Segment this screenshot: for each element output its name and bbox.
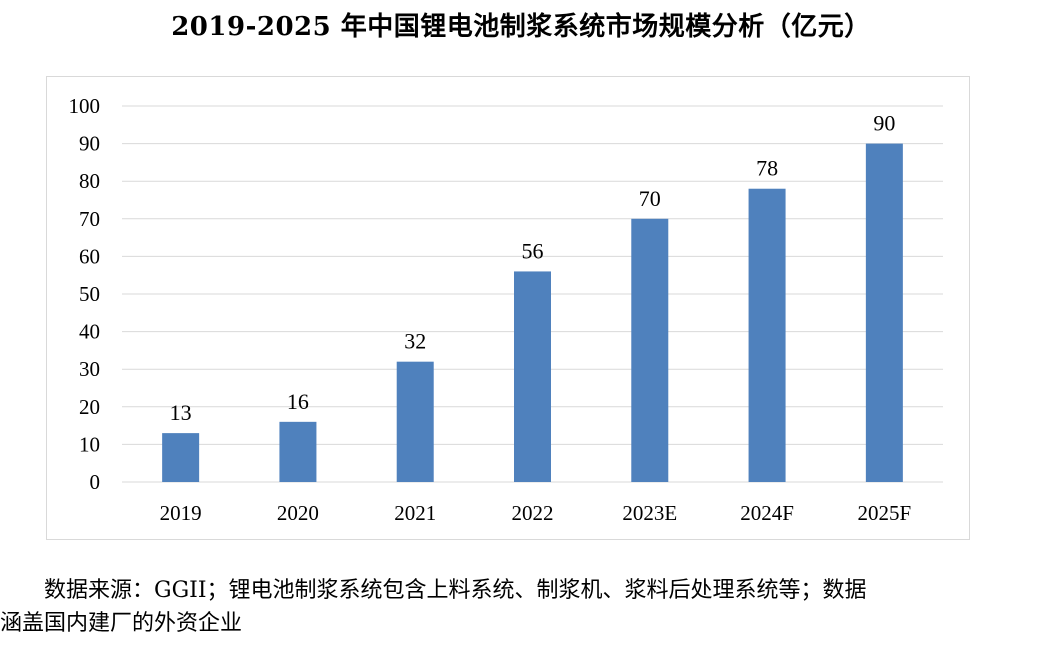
y-tick-label: 100 <box>69 94 101 118</box>
y-axis-ticks: 0 10 20 30 40 50 60 70 80 90 100 <box>69 94 101 494</box>
x-tick-label: 2024F <box>740 501 794 525</box>
data-label: 56 <box>522 238 544 263</box>
source-footnote: 数据来源：GGII；锂电池制浆系统包含上料系统、制浆机、浆料后处理系统等；数据 … <box>0 574 1042 640</box>
bar-2022 <box>514 271 551 482</box>
y-tick-label: 50 <box>79 282 100 306</box>
bar-2021 <box>396 361 434 482</box>
data-labels: 13 16 32 56 70 78 90 <box>170 111 896 426</box>
x-tick-label: 2022 <box>512 501 554 525</box>
bar-2023E <box>631 218 669 483</box>
x-tick-label: 2021 <box>394 501 436 525</box>
x-tick-label: 2020 <box>277 501 319 525</box>
y-tick-label: 60 <box>79 244 100 268</box>
footnote-line-2: 涵盖国内建厂的外资企业 <box>0 611 243 636</box>
y-tick-label: 10 <box>79 432 100 456</box>
y-tick-label: 0 <box>90 470 101 494</box>
y-tick-label: 70 <box>79 207 100 231</box>
bars <box>162 143 903 483</box>
y-tick-label: 20 <box>79 395 100 419</box>
data-label: 78 <box>756 156 778 181</box>
x-tick-label: 2023E <box>622 501 677 525</box>
chart-title: 2019-2025 年中国锂电池制浆系统市场规模分析（亿元） <box>171 12 871 42</box>
footnote-line-1: 数据来源：GGII；锂电池制浆系统包含上料系统、制浆机、浆料后处理系统等；数据 <box>44 578 867 603</box>
y-tick-label: 30 <box>79 357 100 381</box>
bar-2019 <box>162 433 200 482</box>
data-label: 13 <box>170 400 192 425</box>
data-label: 32 <box>404 329 426 354</box>
chart-frame <box>46 76 970 540</box>
x-tick-label: 2025F <box>858 501 912 525</box>
gridlines <box>122 105 943 483</box>
bar-2025F <box>865 143 903 482</box>
data-label: 90 <box>873 111 895 136</box>
data-label: 16 <box>287 389 309 414</box>
data-label: 70 <box>639 186 661 211</box>
y-tick-label: 40 <box>79 320 100 344</box>
x-axis-ticks: 2019 2020 2021 2022 2023E 2024F 2025F <box>160 501 912 525</box>
y-tick-label: 90 <box>79 132 100 156</box>
x-tick-label: 2019 <box>160 501 202 525</box>
bar-2020 <box>279 421 317 482</box>
y-tick-label: 80 <box>79 169 100 193</box>
bar-2024F <box>748 188 786 482</box>
